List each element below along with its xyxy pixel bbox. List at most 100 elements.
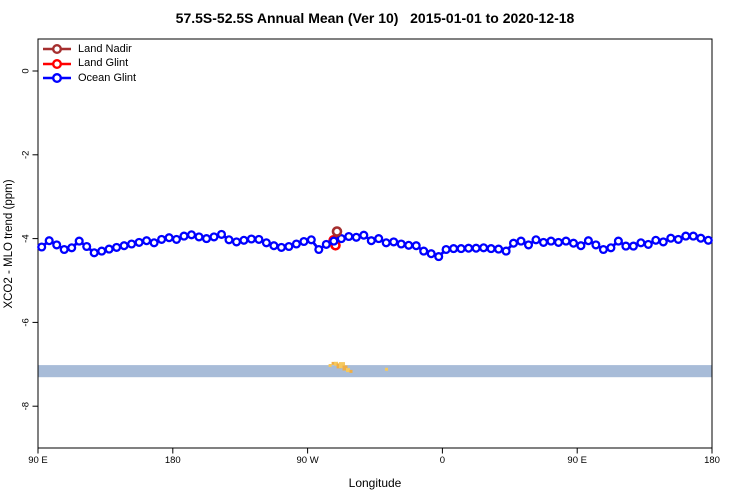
ocean-glint-point xyxy=(561,236,571,246)
ocean-glint-point xyxy=(104,244,114,254)
ocean-glint-point xyxy=(142,236,152,246)
x-axis-label: Longitude xyxy=(348,476,402,490)
ocean-glint-point xyxy=(681,231,691,241)
ocean-glint-point xyxy=(179,231,189,241)
x-tick-label: 0 xyxy=(440,455,445,466)
ocean-glint-point xyxy=(501,246,511,256)
ocean-glint-point xyxy=(67,243,77,253)
ocean-glint-point xyxy=(396,239,406,249)
ocean-glint-point xyxy=(134,237,144,247)
ocean-glint-point xyxy=(426,249,436,259)
ocean-glint-point xyxy=(598,244,608,255)
ocean-glint-point xyxy=(329,236,339,246)
ocean-glint-point xyxy=(449,244,459,254)
topography-mark xyxy=(342,365,348,371)
ocean-glint-point xyxy=(658,237,668,247)
ocean-glint-point xyxy=(703,235,713,245)
topography-mark xyxy=(334,361,339,366)
ocean-glint-point xyxy=(74,236,84,246)
ocean-glint-point xyxy=(37,242,47,252)
ocean-glint-point xyxy=(643,239,653,249)
ocean-glint-point xyxy=(164,233,174,243)
x-tick-label: 90 E xyxy=(567,455,587,466)
y-tick-label: -8 xyxy=(21,402,32,410)
ocean-glint-point xyxy=(314,244,324,255)
ocean-glint-point xyxy=(201,234,212,244)
topography-mark xyxy=(385,367,388,371)
chart-title: 57.5S-52.5S Annual Mean (Ver 10) 2015-01… xyxy=(175,10,575,26)
y-tick-label: 0 xyxy=(21,68,32,73)
ocean-glint-point xyxy=(254,234,264,244)
ocean-glint-point xyxy=(44,236,54,246)
ocean-glint-point xyxy=(351,232,361,242)
ocean-glint-point xyxy=(306,235,316,245)
ocean-glint-point xyxy=(97,246,107,256)
ocean-glint-point xyxy=(299,236,309,247)
ocean-glint-point xyxy=(628,241,638,251)
ocean-glint-point xyxy=(688,231,698,241)
ocean-glint-point xyxy=(261,238,271,248)
ocean-glint-point xyxy=(606,243,616,253)
ocean-glint-point xyxy=(538,237,549,247)
ocean-glint-point xyxy=(516,236,526,246)
x-tick-label: 180 xyxy=(165,455,181,466)
ocean-glint-point xyxy=(591,240,601,250)
topography-mark xyxy=(331,361,335,365)
ocean-glint-point xyxy=(89,248,99,258)
ocean-glint-point xyxy=(583,236,593,246)
x-tick-label: 90 W xyxy=(297,455,319,466)
ocean-glint-point xyxy=(291,239,301,249)
topography-mark xyxy=(346,368,350,373)
ocean-glint-point xyxy=(464,243,474,253)
ocean-glint-point xyxy=(52,240,62,250)
ocean-glint-point xyxy=(276,242,286,252)
x-tick-label: 180 xyxy=(704,455,720,466)
topography-mark xyxy=(339,362,345,369)
ocean-glint-point xyxy=(82,241,92,252)
legend-label: Land Glint xyxy=(78,57,129,70)
ocean-glint-point xyxy=(269,241,279,251)
ocean-glint-point xyxy=(456,244,466,254)
ocean-glint-point xyxy=(381,238,391,248)
ocean-glint-point xyxy=(209,232,219,242)
ocean-glint-point xyxy=(479,243,489,253)
legend: Land Nadir Land Glint Ocean Glint xyxy=(42,42,136,86)
ocean-glint-point xyxy=(171,234,182,244)
ocean-glint-point xyxy=(216,229,227,239)
ocean-glint-point xyxy=(621,241,631,251)
ocean-glint-point xyxy=(494,244,504,254)
legend-label: Ocean Glint xyxy=(78,71,137,84)
ocean-glint-point xyxy=(336,234,346,244)
y-tick-label: -6 xyxy=(21,318,32,326)
ocean-glint-point xyxy=(419,246,429,256)
ocean-glint-point xyxy=(666,233,676,243)
ocean-glint-point xyxy=(119,241,129,251)
x-tick-label: 90 E xyxy=(28,455,48,466)
ocean-glint-point xyxy=(523,240,534,250)
ocean-glint-point xyxy=(374,234,384,244)
y-tick-label: -2 xyxy=(21,151,32,159)
ocean-glint-point xyxy=(157,234,167,244)
ocean-glint-point xyxy=(186,230,197,240)
y-tick-label: -4 xyxy=(21,234,32,242)
ocean-glint-point xyxy=(486,244,496,254)
legend-item-land-glint: Land Glint xyxy=(42,57,136,72)
ocean-glint-point xyxy=(568,238,579,248)
ocean-glint-point xyxy=(59,244,69,255)
ocean-glint-point xyxy=(127,239,137,249)
ocean-glint-point xyxy=(441,244,451,255)
ocean-glint-point xyxy=(194,232,204,242)
ocean-glint-point xyxy=(613,236,623,246)
ocean-glint-point xyxy=(389,237,399,247)
ocean-glint-point xyxy=(112,242,122,252)
ocean-glint-point xyxy=(344,231,354,242)
ocean-glint-point xyxy=(508,238,519,248)
ocean-glint-point xyxy=(239,235,249,245)
surface-band xyxy=(38,365,712,378)
legend-item-land-nadir: Land Nadir xyxy=(42,42,136,57)
plot-box xyxy=(37,38,713,449)
ocean-glint-point xyxy=(404,240,414,250)
legend-item-ocean-glint: Ocean Glint xyxy=(42,71,136,86)
ocean-glint-point xyxy=(149,238,159,248)
